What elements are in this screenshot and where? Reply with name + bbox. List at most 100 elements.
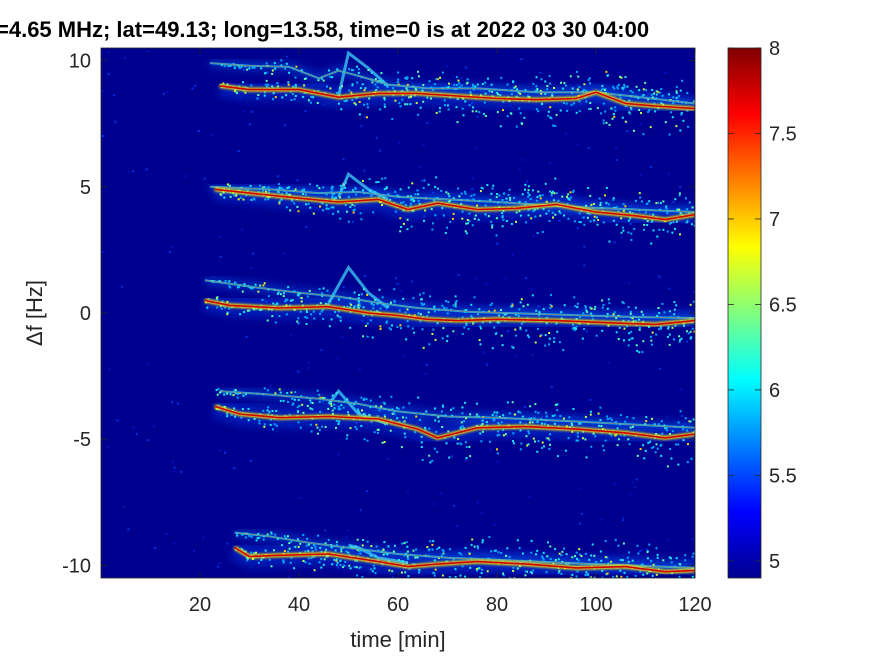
- band-speck: [597, 219, 600, 221]
- band-speck: [215, 389, 218, 391]
- noise-speck: [406, 490, 409, 493]
- band-speck: [623, 327, 626, 330]
- noise-speck: [600, 518, 603, 521]
- band-speck: [445, 300, 447, 303]
- band-speck: [448, 199, 451, 202]
- noise-speck: [398, 141, 401, 144]
- band-speck: [351, 203, 354, 206]
- band-speck: [550, 305, 553, 308]
- band-speck: [455, 300, 458, 302]
- noise-speck: [524, 277, 527, 280]
- band-speck: [499, 125, 502, 128]
- band-speck: [325, 548, 327, 551]
- band-speck: [280, 187, 283, 190]
- y-tick-label: -10: [62, 555, 91, 577]
- band-speck: [679, 89, 682, 92]
- band-speck: [547, 114, 550, 117]
- band-speck: [605, 70, 608, 73]
- noise-speck: [154, 547, 156, 549]
- band-speck: [604, 110, 607, 113]
- band-speck: [642, 88, 645, 91]
- band-speck: [354, 400, 357, 403]
- band-speck: [675, 304, 678, 307]
- band-speck: [654, 451, 657, 454]
- band-speck: [353, 305, 356, 307]
- band-speck: [572, 323, 574, 326]
- band-speck: [324, 302, 327, 305]
- band-speck: [617, 544, 620, 547]
- band-speck: [545, 322, 548, 325]
- band-speck: [331, 76, 334, 79]
- band-speck: [627, 306, 630, 309]
- band-speck: [566, 585, 568, 587]
- band-speck: [319, 396, 322, 399]
- band-speck: [431, 459, 434, 462]
- band-speck: [351, 189, 354, 192]
- band-speck: [554, 213, 557, 216]
- band-speck: [330, 402, 333, 405]
- band-speck: [433, 83, 436, 86]
- band-speck: [306, 316, 309, 319]
- band-speck: [244, 393, 247, 396]
- noise-speck: [283, 124, 286, 127]
- band-speck: [518, 308, 521, 311]
- band-speck: [361, 576, 364, 578]
- band-speck: [536, 450, 539, 453]
- band-speck: [575, 70, 578, 73]
- y-tick-label: -5: [73, 429, 91, 451]
- band-speck: [416, 189, 419, 192]
- band-speck: [285, 206, 288, 209]
- noise-speck: [375, 136, 378, 139]
- band-speck: [467, 327, 470, 330]
- band-speck: [249, 184, 252, 187]
- band-speck: [691, 586, 693, 588]
- band-speck: [571, 573, 574, 576]
- band-speck: [454, 301, 457, 304]
- band-speck: [531, 294, 534, 297]
- band-speck: [615, 223, 618, 226]
- band-speck: [430, 208, 433, 211]
- noise-speck: [400, 289, 403, 292]
- band-speck: [306, 537, 309, 540]
- band-speck: [538, 314, 541, 317]
- band-speck: [641, 563, 644, 566]
- band-speck: [419, 106, 422, 109]
- band-speck: [624, 420, 627, 423]
- band-speck: [337, 210, 340, 213]
- band-speck: [569, 191, 572, 194]
- band-speck: [478, 111, 481, 114]
- band-speck: [575, 584, 577, 586]
- band-speck: [236, 534, 239, 537]
- band-speck: [584, 574, 587, 577]
- band-speck: [675, 557, 678, 560]
- band-speck: [421, 459, 424, 461]
- band-speck: [585, 100, 588, 103]
- band-speck: [526, 334, 529, 337]
- band-speck: [400, 571, 403, 574]
- band-speck: [272, 428, 274, 431]
- band-speck: [694, 586, 696, 588]
- band-speck: [508, 556, 511, 559]
- band-speck: [515, 211, 518, 214]
- band-speck: [250, 198, 253, 201]
- band-speck: [683, 324, 685, 327]
- band-speck: [657, 307, 660, 309]
- band-speck: [602, 303, 605, 306]
- band-speck: [235, 193, 238, 196]
- band-speck: [692, 584, 694, 586]
- band-speck: [342, 566, 345, 569]
- band-speck: [689, 303, 692, 306]
- band-speck: [335, 559, 338, 562]
- band-speck: [376, 86, 379, 89]
- band-speck: [589, 413, 592, 416]
- band-speck: [684, 417, 687, 420]
- colorbar-ticks: 87.576.565.55: [728, 38, 797, 573]
- band-speck: [473, 217, 476, 220]
- band-speck: [508, 412, 511, 415]
- band-speck: [228, 184, 231, 187]
- band-speck: [442, 406, 445, 408]
- band-speck: [402, 209, 405, 212]
- band-speck: [501, 215, 504, 218]
- band-speck: [512, 346, 515, 349]
- band-speck: [267, 413, 270, 416]
